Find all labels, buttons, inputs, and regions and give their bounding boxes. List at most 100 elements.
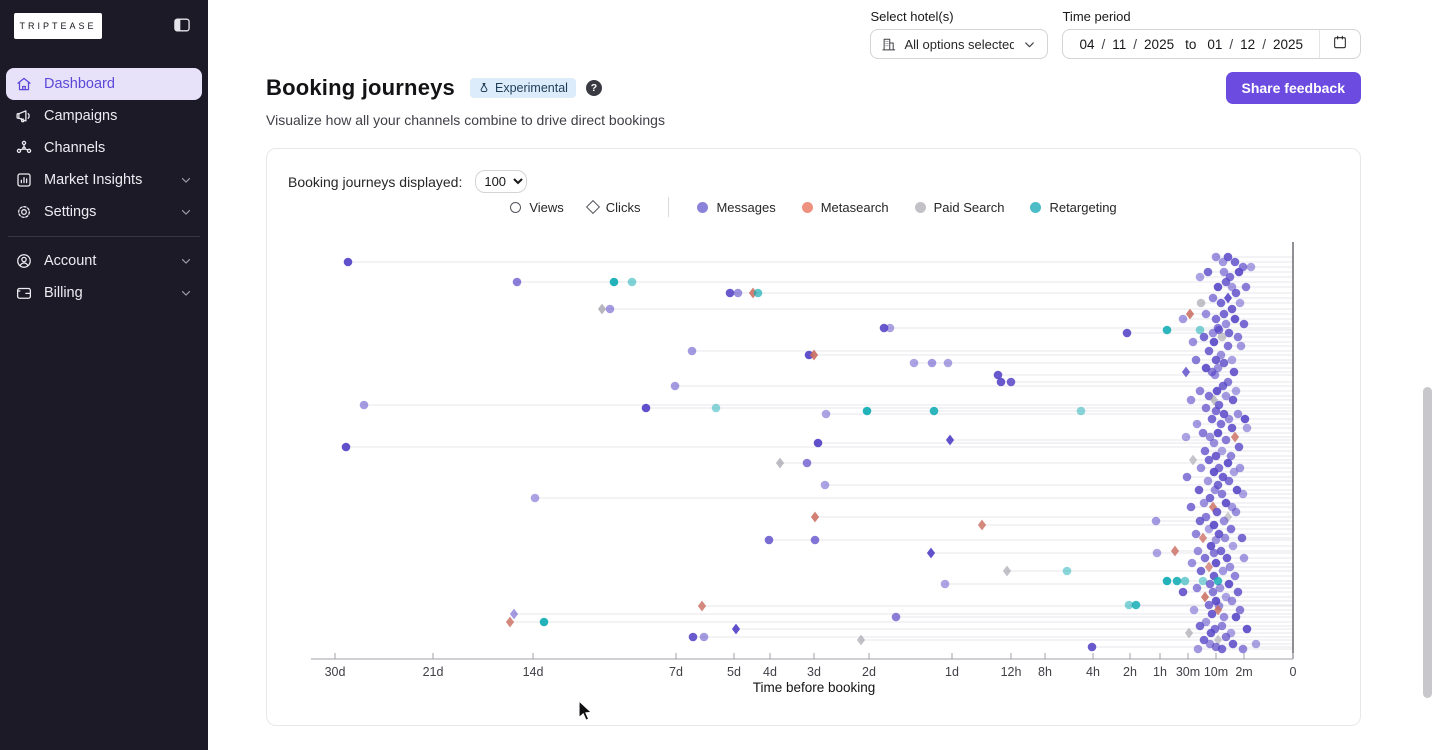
svg-text:21d: 21d bbox=[423, 665, 444, 679]
svg-text:5d: 5d bbox=[727, 665, 741, 679]
page-header: Booking journeys Experimental ? Share fe… bbox=[266, 72, 1361, 104]
sidebar-collapse-button[interactable] bbox=[172, 15, 192, 38]
date-from-month[interactable]: 11 bbox=[1112, 36, 1127, 52]
chevron-down-icon bbox=[179, 286, 193, 300]
svg-text:8h: 8h bbox=[1038, 665, 1052, 679]
chevron-down-icon bbox=[179, 173, 193, 187]
date-from-day[interactable]: 04 bbox=[1079, 36, 1095, 52]
sidebar-item-dashboard[interactable]: Dashboard bbox=[6, 68, 202, 100]
legend-metasearch[interactable]: Metasearch bbox=[801, 200, 889, 215]
sidebar-item-label: Billing bbox=[44, 285, 83, 301]
insights-icon bbox=[15, 171, 33, 189]
chevron-down-icon bbox=[1022, 37, 1037, 52]
svg-text:14d: 14d bbox=[523, 665, 544, 679]
svg-text:30d: 30d bbox=[325, 665, 346, 679]
page-scrollbar[interactable] bbox=[1423, 387, 1432, 698]
calendar-button[interactable] bbox=[1319, 30, 1360, 58]
flask-icon bbox=[480, 83, 488, 92]
svg-text:2m: 2m bbox=[1235, 665, 1252, 679]
journey-points bbox=[341, 252, 1261, 654]
journeys-displayed-label: Booking journeys displayed: bbox=[288, 173, 463, 190]
date-to-month[interactable]: 12 bbox=[1240, 36, 1256, 52]
sidebar-item-channels[interactable]: Channels bbox=[6, 132, 202, 164]
journey-lines bbox=[346, 256, 1293, 650]
clicks-marker-icon bbox=[585, 199, 600, 215]
svg-text:4d: 4d bbox=[763, 665, 777, 679]
x-axis: 30d 21d 14d 7d 5d 4d 3d 2d 1d 12h 8h 4h 2h 1h 30m 10m 2m… bbox=[311, 242, 1297, 679]
date-to-year[interactable]: 2025 bbox=[1272, 36, 1303, 52]
date-to-day[interactable]: 01 bbox=[1207, 36, 1223, 52]
hotel-select-label: Select hotel(s) bbox=[870, 9, 954, 24]
hotel-select-value: All options selected bbox=[904, 36, 1015, 52]
svg-text:30m: 30m bbox=[1176, 665, 1200, 679]
svg-text:3d: 3d bbox=[807, 665, 821, 679]
chart-legend: Views Clicks Messages Metasearch Paid Sear… bbox=[267, 197, 1360, 217]
account-icon bbox=[15, 252, 33, 270]
svg-text:1h: 1h bbox=[1153, 665, 1167, 679]
sidebar-item-label: Settings bbox=[44, 204, 97, 220]
legend-paid-search[interactable]: Paid Search bbox=[914, 200, 1004, 215]
topbar: Select hotel(s) All options selected bbox=[266, 0, 1361, 59]
svg-text:4h: 4h bbox=[1086, 665, 1100, 679]
journeys-plot[interactable]: 30d 21d 14d 7d 5d 4d 3d 2d 1d 12h 8h 4h 2h 1h 30m 10m 2m… bbox=[288, 229, 1343, 699]
share-feedback-button[interactable]: Share feedback bbox=[1225, 72, 1361, 104]
hotel-select[interactable]: All options selected bbox=[870, 29, 1049, 59]
sidebar-item-label: Account bbox=[44, 253, 97, 269]
home-icon bbox=[15, 75, 33, 93]
legend-messages[interactable]: Messages bbox=[697, 200, 776, 215]
x-axis-title: Time before booking bbox=[753, 680, 876, 695]
calendar-icon bbox=[1332, 34, 1348, 55]
legend-clicks[interactable]: Clicks bbox=[585, 199, 640, 215]
channels-icon bbox=[15, 139, 33, 157]
triptease-logo: TRIPTEASE bbox=[14, 13, 102, 39]
chevron-down-icon bbox=[179, 205, 193, 219]
legend-retargeting[interactable]: Retargeting bbox=[1030, 200, 1117, 215]
sidebar-item-settings[interactable]: Settings bbox=[6, 196, 202, 228]
main-content: Select hotel(s) All options selected bbox=[208, 0, 1434, 750]
legend-divider bbox=[668, 197, 670, 217]
sidebar-item-account[interactable]: Account bbox=[6, 245, 202, 277]
sidebar-item-label: Campaigns bbox=[44, 108, 118, 124]
chevron-down-icon bbox=[179, 254, 193, 268]
sidebar-item-label: Dashboard bbox=[44, 76, 115, 92]
svg-text:1d: 1d bbox=[945, 665, 959, 679]
svg-text:2h: 2h bbox=[1123, 665, 1137, 679]
legend-views[interactable]: Views bbox=[510, 200, 564, 215]
sidebar-item-label: Market Insights bbox=[44, 172, 143, 188]
channel-dot-icon bbox=[1030, 201, 1042, 213]
sidebar-item-label: Channels bbox=[44, 140, 106, 156]
svg-text:2d: 2d bbox=[862, 665, 876, 679]
page-subtitle: Visualize how all your channels combine … bbox=[266, 112, 665, 128]
date-range-input[interactable]: 04/11/2025 to 01/12/2025 bbox=[1062, 29, 1361, 59]
sidebar-nav: Dashboard Campaigns Channels Market Insight… bbox=[0, 68, 208, 309]
logo-text: TRIPTEASE bbox=[19, 21, 97, 31]
sidebar-item-market-insights[interactable]: Market Insights bbox=[6, 164, 202, 196]
settings-icon bbox=[15, 203, 33, 221]
channel-dot-icon bbox=[801, 201, 813, 213]
sidebar: TRIPTEASE Dashboard Campaigns Channels Mark… bbox=[0, 0, 208, 750]
svg-text:7d: 7d bbox=[669, 665, 683, 679]
sidebar-item-campaigns[interactable]: Campaigns bbox=[6, 100, 202, 132]
experimental-badge: Experimental bbox=[470, 78, 576, 98]
svg-text:10m: 10m bbox=[1204, 665, 1228, 679]
sidebar-collapse-icon bbox=[172, 15, 192, 38]
megaphone-icon bbox=[15, 107, 33, 125]
views-marker-icon bbox=[510, 201, 522, 213]
date-from-year[interactable]: 2025 bbox=[1144, 36, 1175, 52]
help-icon[interactable]: ? bbox=[585, 80, 602, 96]
svg-text:0: 0 bbox=[1290, 665, 1297, 679]
date-range-to-text: to bbox=[1185, 36, 1197, 52]
date-range-value[interactable]: 04/11/2025 to 01/12/2025 bbox=[1079, 36, 1303, 52]
channel-dot-icon bbox=[914, 201, 926, 213]
sidebar-item-billing[interactable]: Billing bbox=[6, 277, 202, 309]
time-period-label: Time period bbox=[1062, 9, 1131, 24]
channel-dot-icon bbox=[697, 201, 709, 213]
billing-icon bbox=[15, 284, 33, 302]
hotel-building-icon bbox=[881, 37, 896, 52]
journeys-count-select[interactable]: 100 bbox=[475, 170, 528, 193]
svg-text:12h: 12h bbox=[1001, 665, 1022, 679]
sidebar-divider bbox=[8, 236, 200, 237]
legend-channels: Messages Metasearch Paid Search Retargeting bbox=[697, 200, 1117, 215]
page-title: Booking journeys bbox=[266, 75, 455, 100]
